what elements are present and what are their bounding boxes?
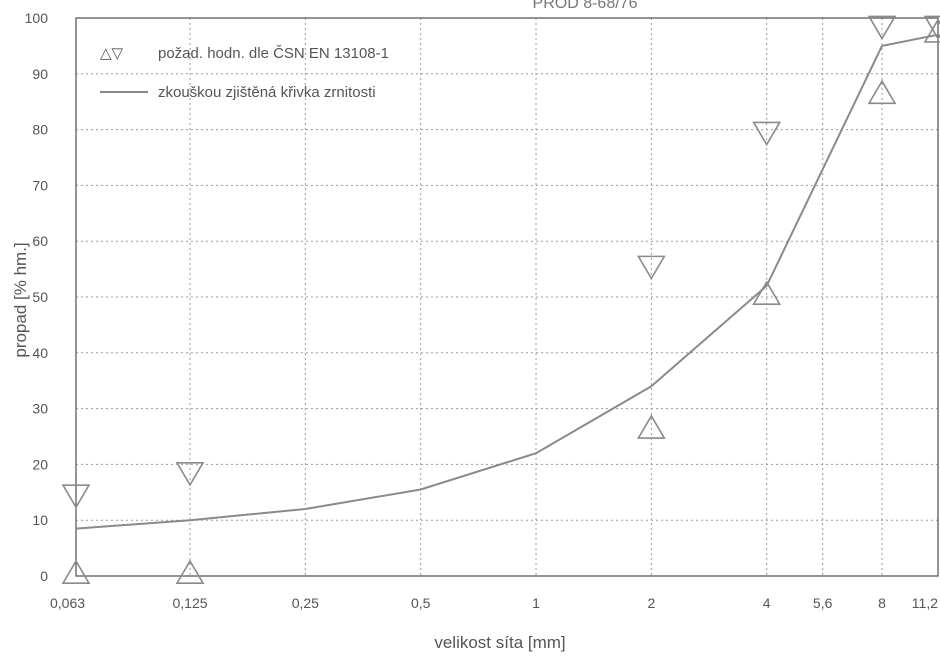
- y-tick-label: 50: [32, 289, 48, 305]
- x-axis-label: velikost síta [mm]: [434, 633, 565, 652]
- y-tick-label: 10: [32, 512, 48, 528]
- x-tick-label: 0,5: [411, 595, 431, 611]
- legend-marker-symbol: △▽: [100, 45, 124, 62]
- legend-label-curve: zkouškou zjištěná křivka zrnitosti: [158, 84, 376, 101]
- grid: [76, 18, 938, 576]
- lower-limit-marker: [867, 79, 897, 105]
- y-tick-label: 90: [32, 66, 48, 82]
- y-axis-ticks: 0 10 20 30 40 50 60 70 80 90 100: [25, 10, 49, 584]
- legend: △▽ požad. hodn. dle ČSN EN 13108-1 zkouš…: [100, 45, 389, 101]
- grading-curve-line: [75, 33, 939, 530]
- chart-title: PROD 8-68/76: [533, 0, 638, 12]
- upper-limit-marker: [636, 255, 666, 281]
- y-tick-label: 70: [32, 177, 48, 193]
- lower-limit-marker: [752, 280, 782, 305]
- upper-limit-marker: [61, 484, 91, 509]
- upper-limit-marker: [175, 462, 205, 487]
- y-tick-label: 20: [32, 456, 48, 472]
- plot-frame: [75, 17, 939, 577]
- x-tick-label: 0,25: [292, 595, 319, 611]
- upper-limit-marker: [867, 15, 897, 41]
- x-tick-label: 2: [647, 595, 655, 611]
- y-axis-label: propad [% hm.]: [11, 242, 30, 357]
- y-tick-label: 40: [32, 345, 48, 361]
- lower-limit-marker: [175, 559, 205, 584]
- y-tick-label: 30: [32, 401, 48, 417]
- upper-limit-marker: [923, 15, 940, 41]
- y-tick-label: 0: [40, 568, 48, 584]
- lower-limit-marker: [923, 18, 940, 43]
- lower-limit-marker: [636, 414, 666, 439]
- upper-limit-marker: [752, 121, 782, 147]
- x-tick-label: 0,063: [50, 595, 85, 611]
- series-layer: [61, 15, 940, 584]
- lower-limit-marker: [61, 559, 91, 584]
- x-axis-ticks: 0,063 0,125 0,25 0,5 1 2 4 5,6 8 11,2: [50, 595, 938, 611]
- y-tick-label: 100: [25, 10, 49, 26]
- x-tick-label: 1: [532, 595, 540, 611]
- x-tick-label: 4: [763, 595, 771, 611]
- x-tick-label: 11,2: [912, 595, 938, 611]
- x-tick-label: 8: [878, 595, 886, 611]
- y-tick-label: 80: [32, 122, 48, 138]
- x-tick-label: 5,6: [813, 595, 833, 611]
- legend-label-limits: požad. hodn. dle ČSN EN 13108-1: [158, 45, 389, 62]
- x-tick-label: 0,125: [172, 595, 207, 611]
- y-tick-label: 60: [32, 233, 48, 249]
